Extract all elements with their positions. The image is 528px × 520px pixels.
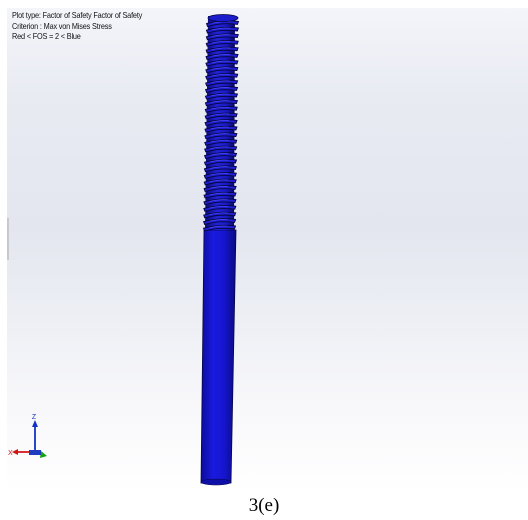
- thread-crest: [203, 198, 237, 206]
- thread-highlight: [210, 139, 229, 143]
- rod-bottom-face: [200, 478, 232, 486]
- thread-crest: [204, 86, 239, 93]
- viewport-edge-marker: [7, 218, 9, 260]
- thread-crest: [204, 119, 238, 126]
- thread-crest: [204, 106, 238, 113]
- thread-highlight: [212, 27, 231, 31]
- thread-highlight: [211, 67, 230, 70]
- thread-highlight: [210, 126, 229, 130]
- x-axis-arrow-icon: [12, 449, 18, 455]
- thread-highlight: [211, 113, 230, 116]
- thread-highlight: [210, 120, 230, 123]
- plot-type-text: Plot type: Factor of Safety Factor of Sa…: [12, 10, 143, 20]
- thread-crest: [203, 165, 237, 173]
- thread-highlight: [211, 87, 230, 90]
- thread-crest: [204, 139, 238, 146]
- thread-crest: [204, 92, 239, 100]
- thread-highlight: [210, 146, 229, 149]
- thread-crest: [205, 79, 239, 87]
- thread-highlight: [210, 133, 229, 136]
- thread-crest: [203, 205, 237, 212]
- axis-triad: Z X: [8, 414, 47, 458]
- x-axis-label: X: [8, 450, 13, 457]
- z-axis-label: Z: [32, 414, 37, 421]
- thread-crests: [202, 20, 240, 232]
- thread-crest: [205, 33, 239, 41]
- thread-crest: [204, 125, 238, 133]
- thread-highlight: [209, 199, 228, 202]
- thread-crest: [204, 132, 238, 140]
- thread-highlight: [211, 100, 230, 103]
- thread-highlight: [212, 40, 231, 44]
- thread-highlight: [211, 80, 230, 83]
- thread-highlight: [212, 34, 231, 37]
- thread-highlight: [210, 179, 229, 182]
- thread-crest: [204, 112, 238, 120]
- rod-top-face: [207, 14, 239, 22]
- thread-highlight: [209, 192, 229, 196]
- thread-highlight: [212, 47, 231, 50]
- figure-caption: 3(e): [248, 495, 280, 516]
- plot-info-legend: Plot type: Factor of Safety Factor of Sa…: [12, 10, 142, 42]
- fos-threshold-text: Red < FOS = 2 < Blue: [12, 31, 81, 41]
- thread-crest: [205, 66, 239, 74]
- thread-highlight: [211, 60, 230, 64]
- thread-crest: [205, 59, 239, 67]
- thread-highlight: [209, 219, 228, 222]
- thread-crest: [204, 99, 238, 107]
- thread-crest: [203, 172, 237, 179]
- thread-crest: [205, 73, 239, 80]
- z-axis-arrow-icon: [32, 420, 38, 427]
- thread-crest: [205, 53, 239, 60]
- thread-highlight: [211, 54, 231, 57]
- thread-crest: [203, 185, 237, 192]
- thread-highlight: [209, 205, 228, 209]
- thread-highlight: [210, 172, 229, 176]
- thread-highlight: [209, 212, 228, 215]
- thread-crest: [205, 46, 239, 54]
- thread-highlight: [211, 93, 230, 97]
- thread-crest: [203, 211, 237, 219]
- thread-crest: [203, 178, 237, 186]
- thread-crest: [203, 191, 237, 199]
- thread-crest: [204, 145, 238, 153]
- criterion-text: Criterion : Max von Mises Stress: [12, 20, 112, 31]
- y-axis-arrow-icon: [40, 451, 47, 458]
- thread-crest: [203, 218, 237, 225]
- thread-highlight: [210, 166, 229, 169]
- threaded-rod-model[interactable]: [7, 8, 528, 493]
- thread-highlight: [210, 153, 229, 156]
- thread-highlight: [209, 225, 228, 229]
- thread-highlight: [210, 186, 229, 189]
- thread-highlight: [211, 73, 230, 77]
- thread-crest: [205, 26, 240, 34]
- rod-shank: [200, 229, 237, 484]
- thread-crest: [203, 158, 238, 166]
- thread-crest: [205, 40, 239, 47]
- thread-highlight: [210, 159, 229, 163]
- triad-origin: [29, 450, 41, 455]
- thread-crest: [202, 224, 237, 232]
- thread-highlight: [211, 106, 230, 110]
- graphics-viewport[interactable]: Plot type: Factor of Safety Factor of Sa…: [7, 8, 528, 493]
- thread-crest: [203, 152, 238, 159]
